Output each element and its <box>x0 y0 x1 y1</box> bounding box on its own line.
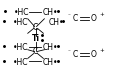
Text: CH•: CH• <box>42 43 58 52</box>
Text: +: + <box>99 48 104 53</box>
Text: •HC: •HC <box>13 18 29 27</box>
Text: CH•: CH• <box>48 18 64 27</box>
Text: CH•: CH• <box>42 58 58 67</box>
Text: C: C <box>73 14 78 23</box>
Text: •HC: •HC <box>14 8 30 18</box>
Text: +: + <box>99 12 104 17</box>
Text: •HC: •HC <box>13 43 29 52</box>
Text: O: O <box>90 14 96 23</box>
Text: Ti: Ti <box>32 34 40 43</box>
Text: CH•: CH• <box>42 8 58 18</box>
Text: C: C <box>33 23 38 32</box>
Text: ⁻: ⁻ <box>68 14 71 19</box>
Text: •HC: •HC <box>13 58 29 67</box>
Text: ⁻: ⁻ <box>68 50 71 55</box>
Text: O: O <box>90 50 96 59</box>
Text: C: C <box>73 50 78 59</box>
Text: C: C <box>33 47 38 56</box>
